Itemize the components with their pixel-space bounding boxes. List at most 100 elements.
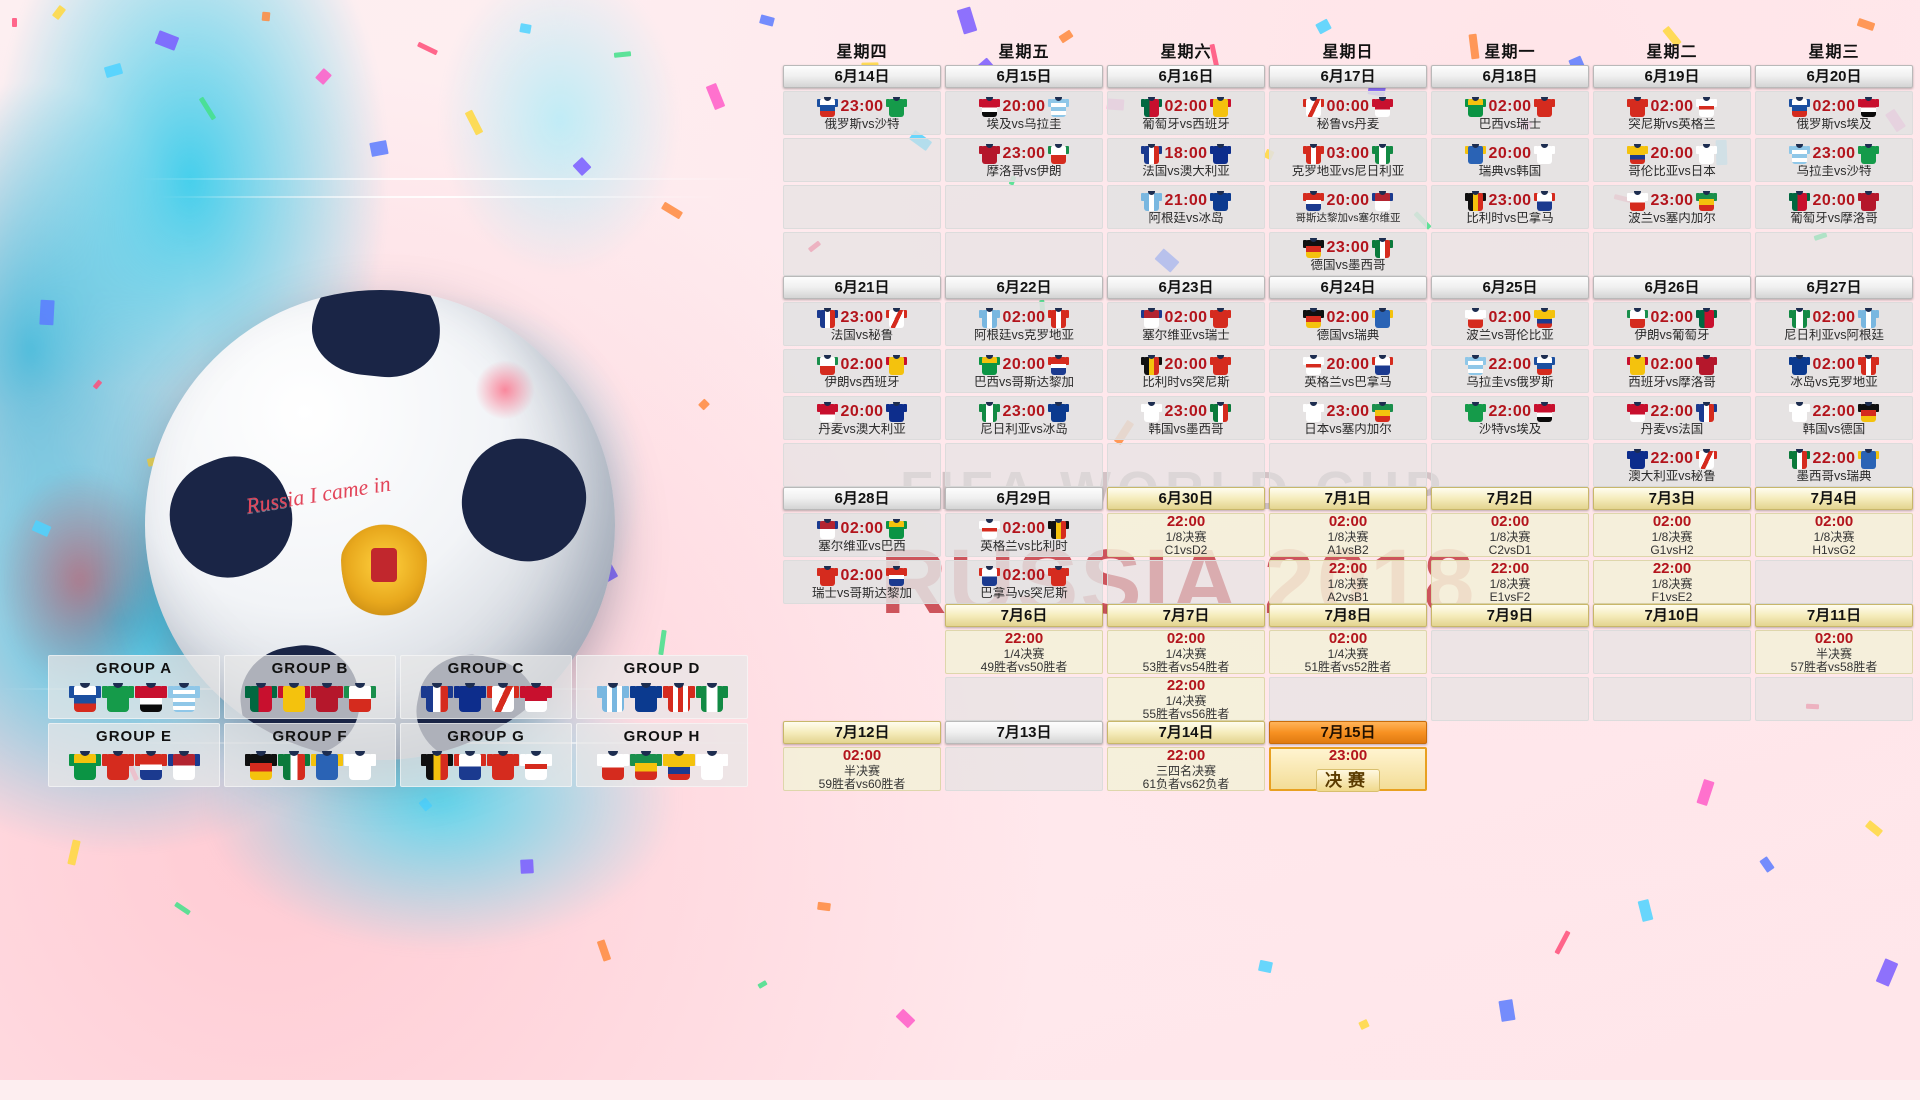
date-header[interactable]: 7月6日 bbox=[945, 604, 1103, 627]
knockout-match-cell[interactable]: 02:00 半决赛 59胜者vs60胜者 bbox=[783, 747, 941, 791]
date-header[interactable]: 7月11日 bbox=[1755, 604, 1913, 627]
knockout-match-cell[interactable]: 22:00 1/8决赛 C1vsD2 bbox=[1107, 513, 1265, 557]
knockout-match-cell[interactable]: 02:00 1/8决赛 A1vsB2 bbox=[1269, 513, 1427, 557]
date-header[interactable]: 7月3日 bbox=[1593, 487, 1751, 510]
match-cell[interactable]: 20:00 巴西vs哥斯达黎加 bbox=[945, 349, 1103, 393]
match-cell[interactable]: 00:00 秘鲁vs丹麦 bbox=[1269, 91, 1427, 135]
match-cell[interactable]: 23:00 乌拉圭vs沙特 bbox=[1755, 138, 1913, 182]
date-header[interactable]: 6月24日 bbox=[1269, 276, 1427, 299]
match-cell[interactable]: 02:00 尼日利亚vs阿根廷 bbox=[1755, 302, 1913, 346]
date-header[interactable]: 7月12日 bbox=[783, 721, 941, 744]
knockout-match-cell[interactable]: 02:00 1/8决赛 G1vsH2 bbox=[1593, 513, 1751, 557]
match-cell[interactable]: 20:00 英格兰vs巴拿马 bbox=[1269, 349, 1427, 393]
match-cell[interactable]: 22:00 澳大利亚vs秘鲁 bbox=[1593, 443, 1751, 487]
match-cell[interactable]: 03:00 克罗地亚vs尼日利亚 bbox=[1269, 138, 1427, 182]
match-cell[interactable]: 20:00 哥伦比亚vs日本 bbox=[1593, 138, 1751, 182]
knockout-match-cell[interactable]: 22:00 1/8决赛 A2vsB1 bbox=[1269, 560, 1427, 604]
match-cell[interactable]: 02:00 巴拿马vs突尼斯 bbox=[945, 560, 1103, 604]
group-box-g[interactable]: GROUP G bbox=[400, 723, 572, 787]
date-header[interactable]: 7月4日 bbox=[1755, 487, 1913, 510]
match-cell[interactable]: 02:00 阿根廷vs克罗地亚 bbox=[945, 302, 1103, 346]
date-header[interactable]: 6月14日 bbox=[783, 65, 941, 88]
knockout-match-cell[interactable]: 22:00 1/4决赛 49胜者vs50胜者 bbox=[945, 630, 1103, 674]
match-cell[interactable]: 02:00 葡萄牙vs西班牙 bbox=[1107, 91, 1265, 135]
date-header[interactable]: 7月14日 bbox=[1107, 721, 1265, 744]
match-cell[interactable]: 23:00 法国vs秘鲁 bbox=[783, 302, 941, 346]
group-box-b[interactable]: GROUP B bbox=[224, 655, 396, 719]
match-cell[interactable]: 02:00 塞尔维亚vs巴西 bbox=[783, 513, 941, 557]
date-header[interactable]: 6月20日 bbox=[1755, 65, 1913, 88]
date-header[interactable]: 6月26日 bbox=[1593, 276, 1751, 299]
match-cell[interactable]: 20:00 比利时vs突尼斯 bbox=[1107, 349, 1265, 393]
date-header[interactable]: 7月9日 bbox=[1431, 604, 1589, 627]
match-cell[interactable]: 23:00 日本vs塞内加尔 bbox=[1269, 396, 1427, 440]
match-cell[interactable]: 02:00 俄罗斯vs埃及 bbox=[1755, 91, 1913, 135]
knockout-match-cell[interactable]: 02:00 1/4决赛 53胜者vs54胜者 bbox=[1107, 630, 1265, 674]
knockout-match-cell[interactable]: 22:00 1/4决赛 55胜者vs56胜者 bbox=[1107, 677, 1265, 721]
match-cell[interactable]: 02:00 伊朗vs葡萄牙 bbox=[1593, 302, 1751, 346]
match-cell[interactable]: 22:00 乌拉圭vs俄罗斯 bbox=[1431, 349, 1589, 393]
date-header[interactable]: 7月1日 bbox=[1269, 487, 1427, 510]
match-cell[interactable]: 02:00 德国vs瑞典 bbox=[1269, 302, 1427, 346]
date-header[interactable]: 6月16日 bbox=[1107, 65, 1265, 88]
knockout-match-cell[interactable]: 02:00 1/8决赛 C2vsD1 bbox=[1431, 513, 1589, 557]
date-header[interactable]: 6月15日 bbox=[945, 65, 1103, 88]
knockout-match-cell[interactable]: 22:00 1/8决赛 E1vsF2 bbox=[1431, 560, 1589, 604]
knockout-match-cell[interactable]: 22:00 三四名决赛 61负者vs62负者 bbox=[1107, 747, 1265, 791]
match-cell[interactable]: 02:00 塞尔维亚vs瑞士 bbox=[1107, 302, 1265, 346]
date-header[interactable]: 6月22日 bbox=[945, 276, 1103, 299]
date-header[interactable]: 6月29日 bbox=[945, 487, 1103, 510]
date-header[interactable]: 7月10日 bbox=[1593, 604, 1751, 627]
match-cell[interactable]: 02:00 巴西vs瑞士 bbox=[1431, 91, 1589, 135]
date-header[interactable]: 7月15日 bbox=[1269, 721, 1427, 744]
match-cell[interactable]: 23:00 尼日利亚vs冰岛 bbox=[945, 396, 1103, 440]
date-header[interactable]: 6月23日 bbox=[1107, 276, 1265, 299]
match-cell[interactable]: 18:00 法国vs澳大利亚 bbox=[1107, 138, 1265, 182]
match-cell[interactable]: 23:00 比利时vs巴拿马 bbox=[1431, 185, 1589, 229]
match-cell[interactable]: 02:00 波兰vs哥伦比亚 bbox=[1431, 302, 1589, 346]
match-cell[interactable]: 23:00 俄罗斯vs沙特 bbox=[783, 91, 941, 135]
group-box-h[interactable]: GROUP H bbox=[576, 723, 748, 787]
date-header[interactable]: 7月7日 bbox=[1107, 604, 1265, 627]
group-box-e[interactable]: GROUP E bbox=[48, 723, 220, 787]
date-header[interactable]: 6月18日 bbox=[1431, 65, 1589, 88]
knockout-match-cell[interactable]: 02:00 1/4决赛 51胜者vs52胜者 bbox=[1269, 630, 1427, 674]
match-cell[interactable]: 23:00 摩洛哥vs伊朗 bbox=[945, 138, 1103, 182]
match-cell[interactable]: 23:00 德国vs墨西哥 bbox=[1269, 232, 1427, 276]
date-header[interactable]: 6月27日 bbox=[1755, 276, 1913, 299]
date-header[interactable]: 7月13日 bbox=[945, 721, 1103, 744]
match-cell[interactable]: 22:00 韩国vs德国 bbox=[1755, 396, 1913, 440]
final-match-cell[interactable]: 23:00 决赛 bbox=[1269, 747, 1427, 792]
group-box-f[interactable]: GROUP F bbox=[224, 723, 396, 787]
match-cell[interactable]: 23:00 波兰vs塞内加尔 bbox=[1593, 185, 1751, 229]
date-header[interactable]: 6月28日 bbox=[783, 487, 941, 510]
match-cell[interactable]: 02:00 英格兰vs比利时 bbox=[945, 513, 1103, 557]
match-cell[interactable]: 02:00 西班牙vs摩洛哥 bbox=[1593, 349, 1751, 393]
match-cell[interactable]: 22:00 丹麦vs法国 bbox=[1593, 396, 1751, 440]
match-cell[interactable]: 02:00 瑞士vs哥斯达黎加 bbox=[783, 560, 941, 604]
match-cell[interactable]: 20:00 丹麦vs澳大利亚 bbox=[783, 396, 941, 440]
date-header[interactable]: 7月8日 bbox=[1269, 604, 1427, 627]
date-header[interactable]: 6月17日 bbox=[1269, 65, 1427, 88]
match-cell[interactable]: 02:00 伊朗vs西班牙 bbox=[783, 349, 941, 393]
knockout-match-cell[interactable]: 22:00 1/8决赛 F1vsE2 bbox=[1593, 560, 1751, 604]
match-cell[interactable]: 20:00 瑞典vs韩国 bbox=[1431, 138, 1589, 182]
match-cell[interactable]: 22:00 沙特vs埃及 bbox=[1431, 396, 1589, 440]
match-cell[interactable]: 20:00 葡萄牙vs摩洛哥 bbox=[1755, 185, 1913, 229]
date-header[interactable]: 6月21日 bbox=[783, 276, 941, 299]
date-header[interactable]: 6月19日 bbox=[1593, 65, 1751, 88]
match-cell[interactable]: 20:00 埃及vs乌拉圭 bbox=[945, 91, 1103, 135]
match-cell[interactable]: 20:00 哥斯达黎加vs塞尔维亚 bbox=[1269, 185, 1427, 229]
match-cell[interactable]: 02:00 冰岛vs克罗地亚 bbox=[1755, 349, 1913, 393]
match-cell[interactable]: 22:00 墨西哥vs瑞典 bbox=[1755, 443, 1913, 487]
knockout-match-cell[interactable]: 02:00 1/8决赛 H1vsG2 bbox=[1755, 513, 1913, 557]
group-box-d[interactable]: GROUP D bbox=[576, 655, 748, 719]
date-header[interactable]: 6月30日 bbox=[1107, 487, 1265, 510]
match-cell[interactable]: 02:00 突尼斯vs英格兰 bbox=[1593, 91, 1751, 135]
match-cell[interactable]: 23:00 韩国vs墨西哥 bbox=[1107, 396, 1265, 440]
date-header[interactable]: 7月2日 bbox=[1431, 487, 1589, 510]
match-cell[interactable]: 21:00 阿根廷vs冰岛 bbox=[1107, 185, 1265, 229]
knockout-match-cell[interactable]: 02:00 半决赛 57胜者vs58胜者 bbox=[1755, 630, 1913, 674]
group-box-a[interactable]: GROUP A bbox=[48, 655, 220, 719]
date-header[interactable]: 6月25日 bbox=[1431, 276, 1589, 299]
